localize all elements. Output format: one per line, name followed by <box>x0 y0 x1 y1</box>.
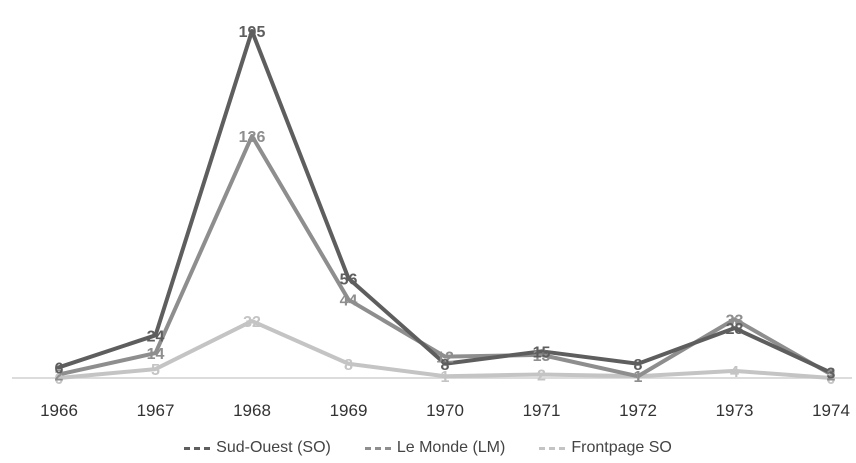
series-line-1 <box>57 133 833 379</box>
data-label-s0-4: 8 <box>441 357 450 374</box>
legend-swatch-0 <box>184 446 211 450</box>
series-lines <box>57 29 833 380</box>
data-label-s0-0: 6 <box>55 360 64 377</box>
x-tick-label-1966: 1966 <box>40 401 78 420</box>
series-line-2 <box>57 319 833 380</box>
data-label-s1-2: 136 <box>239 129 266 146</box>
data-label-s1-8: 2 <box>827 367 836 384</box>
x-tick-label-1969: 1969 <box>330 401 368 420</box>
data-label-s1-4: 12 <box>436 350 454 367</box>
data-label-s0-5: 15 <box>533 344 551 361</box>
x-tick-labels: 1966 1967 1968 1969 1970 1971 1972 1973 1974 <box>40 401 850 420</box>
data-label-s0-2: 195 <box>239 24 266 41</box>
legend-item-1: Le Monde (LM) <box>364 439 506 457</box>
legend-item-2: Frontpage SO <box>539 439 672 457</box>
x-tick-label-1974: 1974 <box>812 401 850 420</box>
legend-label-2: Frontpage SO <box>571 439 672 456</box>
x-tick-label-1972: 1972 <box>619 401 657 420</box>
data-label-s2-1: 5 <box>151 362 160 379</box>
data-label-s1-5: 13 <box>533 348 551 365</box>
legend-swatch-1 <box>364 446 391 450</box>
x-tick-label-1970: 1970 <box>426 401 464 420</box>
data-label-s0-6: 8 <box>634 357 643 374</box>
data-label-s0-3: 56 <box>340 271 358 288</box>
data-label-s0-7: 28 <box>726 321 744 338</box>
data-label-s2-2: 32 <box>243 314 261 331</box>
data-label-s2-4: 1 <box>441 369 450 386</box>
x-tick-label-1967: 1967 <box>137 401 175 420</box>
legend-label-0: Sud-Ouest (SO) <box>216 439 331 456</box>
data-label-s2-8: 0 <box>827 371 836 388</box>
data-label-s2-7: 4 <box>730 364 739 381</box>
legend-label-1: Le Monde (LM) <box>396 439 506 456</box>
data-label-s1-3: 44 <box>340 293 358 310</box>
data-label-s2-5: 2 <box>537 367 546 384</box>
data-label-s2-3: 8 <box>344 357 353 374</box>
legend-swatch-2 <box>539 446 566 450</box>
data-label-s1-0: 2 <box>55 367 64 384</box>
data-label-s1-7: 33 <box>726 312 744 329</box>
x-tick-label-1971: 1971 <box>523 401 561 420</box>
data-label-s0-1: 24 <box>147 328 165 345</box>
data-label-s0-8: 3 <box>827 366 836 383</box>
data-label-s2-6: 1 <box>634 369 643 386</box>
series-line-0 <box>57 29 833 375</box>
legend-item-0: Sud-Ouest (SO) <box>184 439 331 457</box>
legend: Sud-Ouest (SO) Le Monde (LM) Frontpage SO <box>0 434 856 462</box>
data-label-s1-6: 1 <box>634 369 643 386</box>
x-tick-label-1973: 1973 <box>716 401 754 420</box>
data-label-s2-0: 0 <box>55 371 64 388</box>
x-tick-label-1968: 1968 <box>233 401 271 420</box>
data-label-s1-1: 14 <box>147 346 165 363</box>
